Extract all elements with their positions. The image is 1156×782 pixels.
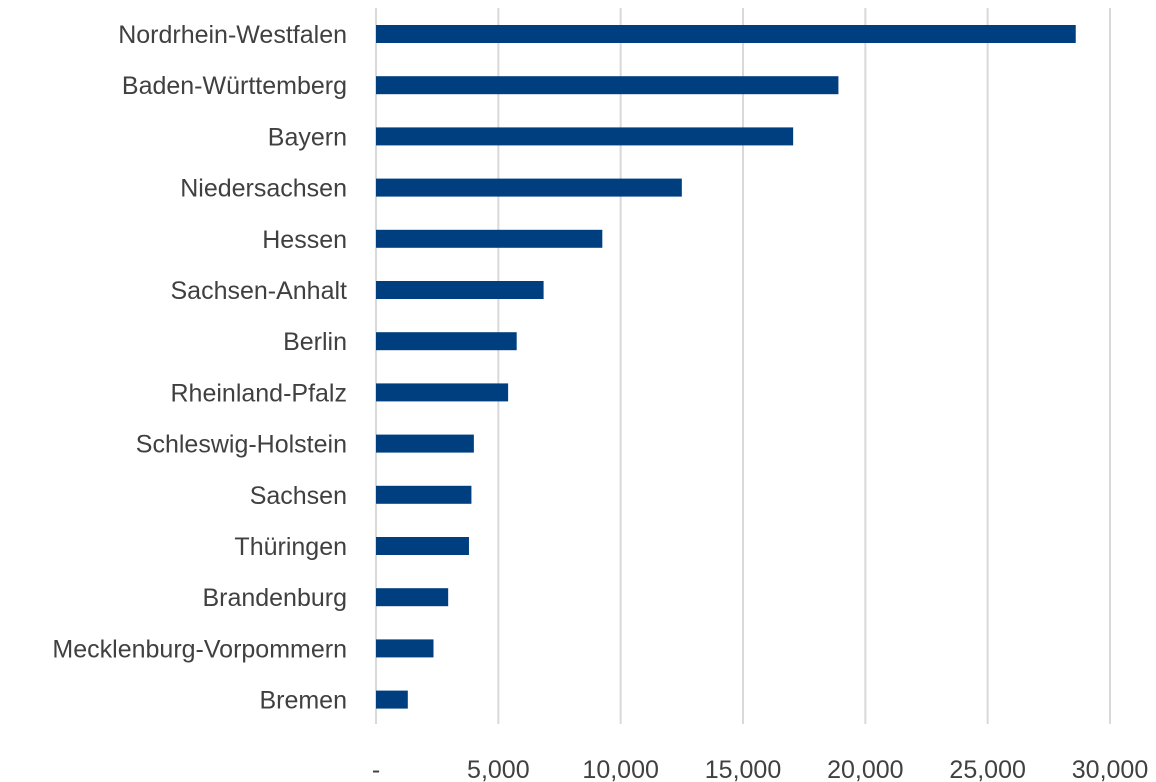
category-label: Sachsen bbox=[250, 482, 347, 510]
category-label: Baden-Württemberg bbox=[122, 72, 347, 100]
category-label: Brandenburg bbox=[202, 584, 347, 612]
bar bbox=[376, 690, 408, 709]
bar bbox=[376, 588, 449, 607]
category-label: Nordrhein-Westfalen bbox=[118, 21, 347, 49]
category-labels: Nordrhein-Westfalen Baden-Württemberg Baye… bbox=[52, 21, 347, 715]
bar bbox=[376, 229, 603, 248]
bar bbox=[376, 25, 1076, 43]
category-label: Sachsen-Anhalt bbox=[170, 277, 347, 305]
bar bbox=[376, 127, 794, 146]
x-tick-label: 25,000 bbox=[949, 756, 1025, 782]
bars bbox=[376, 25, 1076, 709]
x-tick-label: 15,000 bbox=[705, 756, 781, 782]
x-tick-label: 20,000 bbox=[827, 756, 903, 782]
category-label: Niedersachsen bbox=[180, 175, 347, 203]
category-label: Bayern bbox=[268, 123, 347, 151]
x-tick-label: - bbox=[372, 756, 380, 782]
bar bbox=[376, 434, 474, 453]
category-label: Hessen bbox=[262, 226, 347, 254]
category-label: Mecklenburg-Vorpommern bbox=[52, 635, 347, 663]
bar bbox=[376, 485, 472, 504]
x-tick-label: 5,000 bbox=[467, 756, 530, 782]
category-label: Thüringen bbox=[234, 533, 347, 561]
category-label: Berlin bbox=[283, 328, 347, 356]
bar bbox=[376, 537, 469, 555]
bar bbox=[376, 281, 544, 299]
category-label: Bremen bbox=[259, 687, 347, 715]
category-label: Schleswig-Holstein bbox=[136, 431, 347, 459]
bar bbox=[376, 178, 682, 197]
x-tick-label: 30,000 bbox=[1072, 756, 1148, 782]
bar bbox=[376, 639, 434, 658]
bar bbox=[376, 383, 509, 402]
category-label: Rheinland-Pfalz bbox=[171, 379, 348, 407]
bar bbox=[376, 332, 517, 351]
x-axis-tick-labels: - 5,000 10,000 15,000 20,000 25,000 30,000 bbox=[372, 756, 1148, 782]
gridlines bbox=[375, 8, 1111, 724]
x-tick-label: 10,000 bbox=[582, 756, 658, 782]
bar bbox=[376, 76, 839, 95]
